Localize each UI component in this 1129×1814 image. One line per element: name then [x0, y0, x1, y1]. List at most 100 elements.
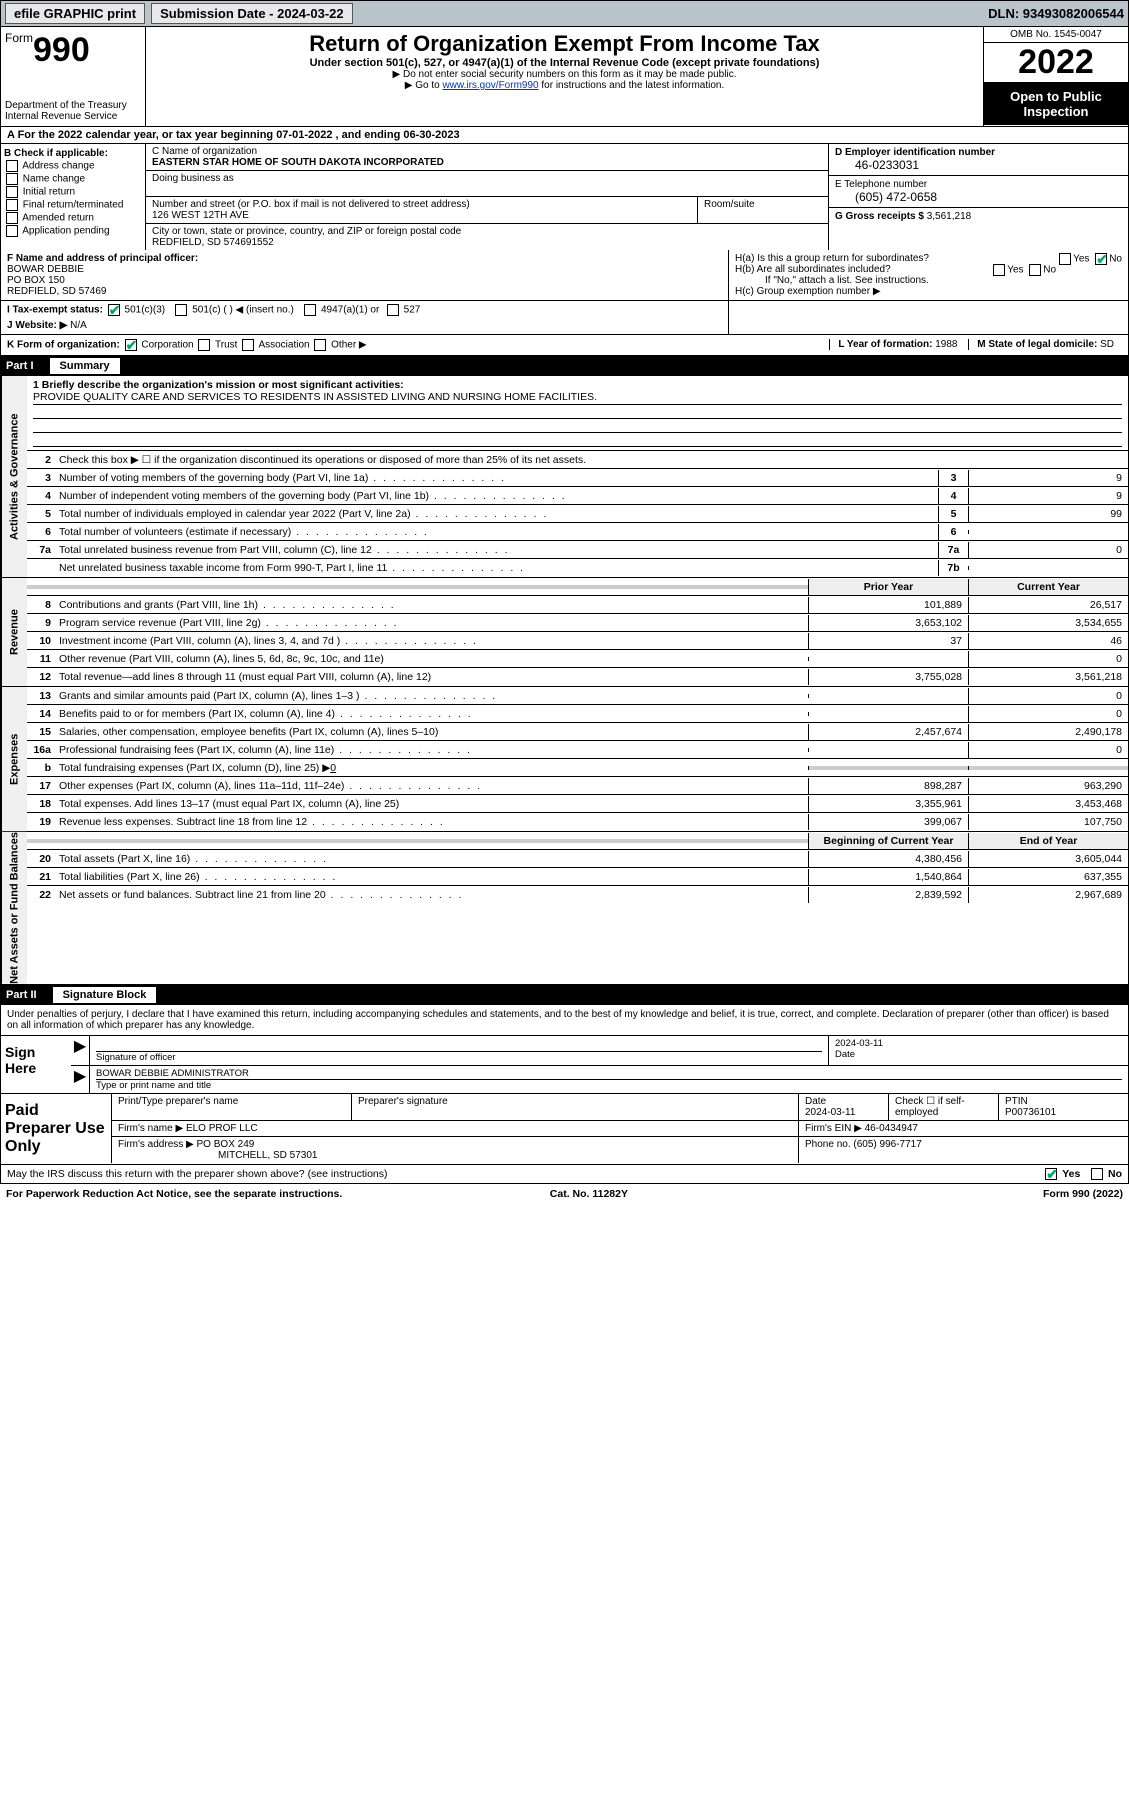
opt-other: Other ▶: [331, 340, 366, 351]
part-1-num: Part I: [6, 360, 46, 372]
row-20: 20Total assets (Part X, line 16)4,380,45…: [27, 850, 1128, 868]
footer: For Paperwork Reduction Act Notice, see …: [0, 1184, 1129, 1204]
firm-name-label: Firm's name ▶: [118, 1123, 183, 1134]
discuss-yes-chk[interactable]: [1045, 1168, 1057, 1180]
row-3: 3Number of voting members of the governi…: [27, 469, 1128, 487]
ha-yes: Yes: [1073, 254, 1089, 265]
hb-label: H(b) Are all subordinates included?: [735, 264, 891, 275]
addr-value: 126 WEST 12TH AVE: [152, 210, 691, 221]
sig-date-label: Date: [835, 1049, 1122, 1060]
chk-application-pending[interactable]: Application pending: [4, 225, 142, 237]
hb-row: H(b) Are all subordinates included? Yes …: [735, 264, 1122, 275]
ha-yes-chk[interactable]: [1059, 253, 1071, 265]
efile-topbar: efile GRAPHIC print Submission Date - 20…: [0, 0, 1129, 27]
irs-link[interactable]: www.irs.gov/Form990: [442, 80, 538, 91]
net-hdr: Beginning of Current YearEnd of Year: [27, 832, 1128, 850]
block-ij: I Tax-exempt status: 501(c)(3) 501(c) ( …: [0, 301, 1129, 335]
chk-initial-return[interactable]: Initial return: [4, 186, 142, 198]
ha-row: H(a) Is this a group return for subordin…: [735, 253, 1122, 264]
omb-number: OMB No. 1545-0047: [984, 27, 1128, 43]
ptin-hdr: PTIN: [1005, 1096, 1122, 1107]
col-b-title: B Check if applicable:: [4, 148, 142, 159]
row-21: 21Total liabilities (Part X, line 26)1,5…: [27, 868, 1128, 886]
chk-527[interactable]: [387, 304, 399, 316]
paid-preparer-label: Paid Preparer Use Only: [1, 1094, 111, 1164]
firm-addr1: PO BOX 249: [197, 1139, 255, 1150]
efile-print-button[interactable]: efile GRAPHIC print: [5, 3, 145, 24]
exp-section: Expenses 13Grants and similar amounts pa…: [0, 687, 1129, 832]
chk-amended-return-label: Amended return: [22, 213, 94, 224]
submission-date-label: Submission Date -: [160, 6, 277, 21]
room-suite-label: Room/suite: [698, 197, 828, 223]
firm-name: ELO PROF LLC: [186, 1123, 258, 1134]
row-k: K Form of organization: Corporation Trus…: [0, 335, 1129, 356]
hb-yes: Yes: [1007, 265, 1023, 276]
sign-here-label: Sign Here: [1, 1036, 71, 1093]
chk-application-pending-label: Application pending: [22, 226, 109, 237]
chk-assoc[interactable]: [242, 339, 254, 351]
chk-amended-return[interactable]: Amended return: [4, 212, 142, 224]
form-subtitle-1: Under section 501(c), 527, or 4947(a)(1)…: [156, 57, 973, 69]
form-footer: Form 990 (2022): [1043, 1188, 1123, 1200]
row-7b: Net unrelated business taxable income fr…: [27, 559, 1128, 577]
discuss-question: May the IRS discuss this return with the…: [7, 1168, 388, 1180]
row-16a: 16aProfessional fundraising fees (Part I…: [27, 741, 1128, 759]
firm-phone: (605) 996-7717: [853, 1139, 921, 1150]
block-bcde: B Check if applicable: Address change Na…: [0, 144, 1129, 250]
prep-date-val: 2024-03-11: [805, 1107, 882, 1118]
website-value: N/A: [70, 320, 87, 331]
type-name-label: Type or print name and title: [96, 1080, 1122, 1091]
opt-trust: Trust: [215, 340, 237, 351]
hb-yes-chk[interactable]: [993, 264, 1005, 276]
paid-preparer-block: Paid Preparer Use Only Print/Type prepar…: [0, 1094, 1129, 1165]
opt-527: 527: [404, 305, 421, 316]
part-1-title: Summary: [50, 358, 120, 374]
opt-501c3: 501(c)(3): [125, 305, 166, 316]
submission-date-button[interactable]: Submission Date - 2024-03-22: [151, 3, 353, 24]
chk-501c[interactable]: [175, 304, 187, 316]
row-4: 4Number of independent voting members of…: [27, 487, 1128, 505]
tax-year: 2022: [984, 43, 1128, 83]
sig-date-val: 2024-03-11: [835, 1038, 1122, 1049]
form-header: Form990 Department of the Treasury Inter…: [0, 27, 1129, 127]
gross-receipts-label: G Gross receipts $: [835, 211, 927, 222]
chk-other[interactable]: [314, 339, 326, 351]
row-5: 5Total number of individuals employed in…: [27, 505, 1128, 523]
discuss-no-chk[interactable]: [1091, 1168, 1103, 1180]
chk-corp[interactable]: [125, 339, 137, 351]
chk-trust[interactable]: [198, 339, 210, 351]
dln: DLN: 93493082006544: [988, 6, 1124, 21]
row-i: I Tax-exempt status: 501(c)(3) 501(c) ( …: [7, 304, 722, 316]
header-center: Return of Organization Exempt From Incom…: [146, 27, 983, 126]
gov-section: Activities & Governance 1 Briefly descri…: [0, 376, 1129, 578]
paperwork-notice: For Paperwork Reduction Act Notice, see …: [6, 1188, 342, 1200]
chk-501c3[interactable]: [108, 304, 120, 316]
treasury-dept: Department of the Treasury Internal Reve…: [5, 100, 141, 122]
chk-4947[interactable]: [304, 304, 316, 316]
addr-label: Number and street (or P.O. box if mail i…: [152, 199, 691, 210]
block-fh: F Name and address of principal officer:…: [0, 250, 1129, 301]
part-1-header: Part I Summary: [0, 356, 1129, 376]
chk-final-return[interactable]: Final return/terminated: [4, 199, 142, 211]
col-de: D Employer identification number 46-0233…: [828, 144, 1128, 250]
form-subtitle-2b: ▶ Go to www.irs.gov/Form990 for instruct…: [156, 80, 973, 91]
ha-no: No: [1109, 254, 1122, 265]
row-18: 18Total expenses. Add lines 13–17 (must …: [27, 795, 1128, 813]
discuss-row: May the IRS discuss this return with the…: [0, 1165, 1129, 1184]
prep-selfemp: Check ☐ if self-employed: [888, 1094, 998, 1120]
dba-label: Doing business as: [152, 173, 822, 184]
ha-no-chk[interactable]: [1095, 253, 1107, 265]
ptin-val: P00736101: [1005, 1107, 1122, 1118]
row-13: 13Grants and similar amounts paid (Part …: [27, 687, 1128, 705]
form-word: Form: [5, 31, 33, 45]
mission-label: 1 Briefly describe the organization's mi…: [33, 379, 1122, 391]
officer-addr1: PO BOX 150: [7, 275, 722, 286]
row-16b: bTotal fundraising expenses (Part IX, co…: [27, 759, 1128, 777]
row-8: 8Contributions and grants (Part VIII, li…: [27, 596, 1128, 614]
opt-4947: 4947(a)(1) or: [321, 305, 379, 316]
chk-name-change[interactable]: Name change: [4, 173, 142, 185]
hb-no-chk[interactable]: [1029, 264, 1041, 276]
row-11: 11Other revenue (Part VIII, column (A), …: [27, 650, 1128, 668]
mission-text: PROVIDE QUALITY CARE AND SERVICES TO RES…: [33, 391, 1122, 405]
chk-address-change[interactable]: Address change: [4, 160, 142, 172]
